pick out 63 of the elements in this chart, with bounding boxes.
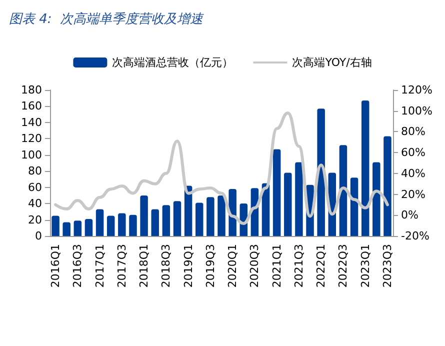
x-tick-label: 2022Q3 (336, 244, 350, 288)
bar (84, 218, 93, 236)
bar (118, 213, 126, 236)
x-tick-label: 2021Q1 (270, 244, 284, 288)
y2-tick-label: 100% (401, 104, 432, 118)
bar (361, 100, 370, 236)
bar (74, 220, 82, 236)
bar (173, 201, 182, 236)
x-tick-label: 2023Q3 (380, 244, 394, 288)
x-tick-label: 2023Q1 (358, 244, 372, 288)
y-tick-label: 120 (21, 132, 42, 146)
y2-tick-label: 0% (401, 208, 418, 222)
bar (295, 162, 303, 236)
bar (96, 209, 104, 236)
x-tick-label: 2017Q1 (93, 244, 106, 288)
bar (162, 205, 170, 236)
bar (218, 195, 226, 236)
x-tick-label: 2018Q3 (160, 244, 173, 288)
x-tick-label: 2017Q3 (115, 244, 128, 288)
x-tick-label: 2016Q1 (49, 244, 62, 288)
y-tick-label: 180 (21, 84, 42, 96)
y2-tick-label: 20% (401, 188, 426, 201)
bar (129, 214, 137, 236)
bar (284, 172, 292, 236)
bar (384, 136, 392, 236)
bar (206, 197, 214, 236)
chart-title: 图表 4: 次高端单季度营收及增速 (9, 11, 204, 27)
y-tick-label: 160 (21, 100, 42, 113)
bar (140, 195, 148, 236)
x-tick-label: 2019Q3 (204, 244, 217, 288)
legend-label: 次高端YOY/右轴 (292, 56, 372, 69)
bar (52, 216, 60, 236)
bar (106, 216, 115, 236)
bar (350, 178, 358, 236)
bar (317, 108, 325, 236)
y2-tick-label: -20% (401, 230, 430, 242)
y-tick-label: 0 (35, 230, 42, 242)
bar (62, 222, 70, 236)
x-tick-label: 2020Q3 (248, 244, 262, 288)
y-tick-label: 80 (28, 164, 42, 178)
y2-tick-label: 120% (401, 84, 432, 96)
x-tick-label: 2019Q1 (182, 244, 195, 288)
bar (372, 162, 380, 236)
y2-tick-label: 40% (401, 166, 426, 180)
y2-tick-label: 80% (401, 125, 426, 138)
x-tick-label: 2021Q3 (292, 244, 306, 288)
bar (272, 149, 281, 236)
y-tick-label: 100 (21, 148, 42, 162)
y-tick-label: 40 (28, 197, 42, 210)
legend-label: 次高端酒总营收（亿元） (112, 56, 234, 69)
line-series (54, 111, 389, 225)
y2-tick-label: 60% (401, 146, 426, 160)
bar (151, 209, 159, 236)
x-tick-label: 2016Q3 (71, 244, 84, 288)
y-tick-label: 140 (21, 116, 42, 129)
x-tick-label: 2022Q1 (314, 244, 328, 288)
bar (228, 188, 236, 236)
x-tick-label: 2020Q1 (226, 244, 240, 288)
y-tick-label: 20 (28, 213, 42, 226)
x-tick-label: 2018Q1 (138, 244, 151, 288)
y-tick-label: 60 (28, 180, 42, 194)
bar (339, 145, 348, 236)
bar (196, 202, 204, 236)
